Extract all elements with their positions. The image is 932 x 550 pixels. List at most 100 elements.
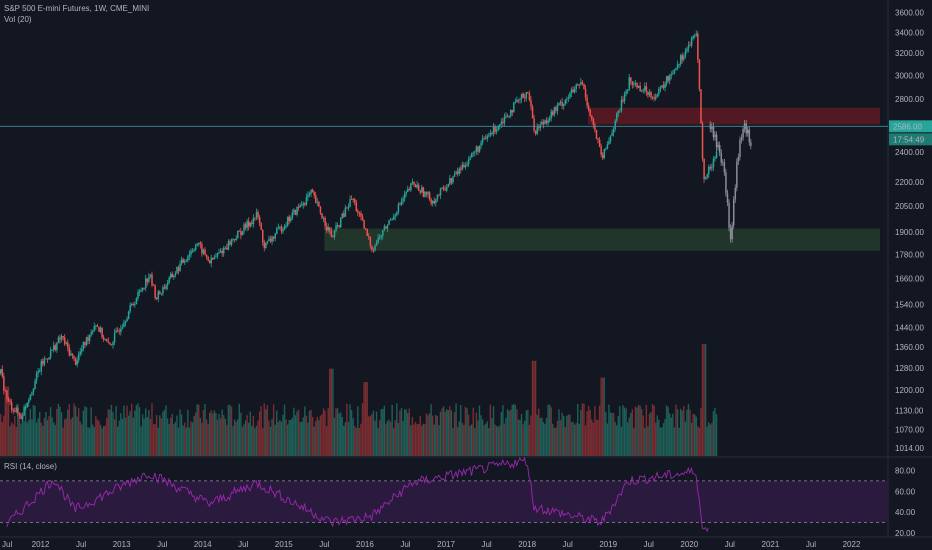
volume-bar [435, 414, 437, 456]
candle-body [252, 217, 255, 225]
candle-body [486, 136, 489, 139]
volume-bar [636, 407, 638, 456]
last-price-label: 2586.00 [893, 122, 922, 131]
volume-bar [708, 422, 710, 456]
volume-bar [129, 411, 131, 456]
volume-bar [315, 421, 317, 456]
volume-bar [269, 426, 272, 456]
candle-body [344, 207, 347, 217]
candle-body [436, 194, 439, 200]
candle-body [567, 97, 570, 99]
candle-body [343, 213, 345, 217]
volume-bar [628, 417, 630, 456]
y-tick-label: 1440.00 [895, 323, 924, 332]
volume-bar [416, 424, 418, 456]
candle-body [70, 353, 72, 356]
candle-body [645, 86, 648, 92]
candle-body [263, 242, 266, 249]
candle-body [169, 273, 172, 278]
volume-bar [254, 428, 256, 456]
candle-body [697, 33, 699, 60]
candle-body [57, 337, 60, 343]
volume-bar [57, 403, 60, 456]
candle-body [113, 332, 116, 343]
candle-body [637, 85, 640, 88]
candle-body [450, 178, 453, 183]
candle-body [386, 224, 389, 229]
candle-body [269, 238, 272, 242]
volume-bar [31, 419, 33, 456]
candle-body [558, 103, 560, 105]
candle-body [686, 48, 688, 52]
candle-body [190, 250, 192, 255]
volume-bar [591, 419, 593, 456]
candle-body [676, 64, 679, 68]
volume-bar [475, 412, 478, 456]
candle-body [460, 168, 462, 170]
x-tick-label: Jul [806, 540, 816, 549]
candle-body [502, 121, 504, 124]
volume-bar [486, 421, 488, 456]
candle-body [514, 102, 517, 104]
volume-bar [711, 423, 713, 456]
candle-body [96, 325, 99, 327]
volume-bar [137, 403, 139, 456]
volume-bar [695, 416, 697, 456]
candle-body [470, 153, 473, 158]
volume-bar [9, 426, 11, 456]
volume-bar [458, 421, 460, 456]
volume-bar [548, 404, 551, 456]
volume-bar [216, 419, 219, 456]
volume-bar [23, 421, 25, 456]
candle-body [564, 99, 567, 104]
volume-bar [500, 412, 503, 456]
volume-bar [173, 424, 175, 456]
candle-body [534, 130, 537, 134]
volume-bar [619, 406, 621, 456]
candle-body [42, 360, 44, 365]
volume-bar [70, 419, 72, 456]
x-tick-label: 2019 [599, 540, 617, 549]
volume-bar [375, 411, 378, 456]
candle-body [422, 187, 425, 197]
volume-bar [232, 426, 234, 456]
candle-body [634, 82, 637, 84]
candle-body [6, 390, 8, 400]
candle-body [143, 287, 145, 289]
volume-bar [536, 414, 538, 456]
candle-body [53, 345, 55, 350]
candle-body [355, 202, 358, 211]
volume-bar [439, 411, 442, 456]
volume-bar [664, 419, 666, 456]
candle-body [235, 238, 237, 240]
volume-bar [17, 403, 19, 456]
volume-bar [528, 424, 531, 456]
candle-body [84, 342, 86, 346]
candle-body [430, 199, 432, 204]
candle-body [210, 257, 213, 264]
candle-body [655, 96, 657, 99]
candle-body [520, 93, 523, 100]
volume-bar [414, 421, 417, 456]
projection-body [742, 128, 744, 138]
candle-body [79, 351, 82, 355]
candle-body [74, 358, 77, 365]
volume-bar [466, 408, 468, 456]
x-tick-label: Jul [238, 540, 248, 549]
volume-bar [154, 424, 156, 456]
volume-bar [662, 423, 665, 456]
volume-bar [224, 418, 226, 456]
volume-bar [605, 411, 607, 456]
volume-bar [193, 415, 195, 456]
volume-bar [141, 414, 144, 456]
candle-body [708, 166, 710, 175]
volume-bar [372, 410, 375, 456]
x-tick-label: Jul [563, 540, 573, 549]
volume-bar [252, 416, 255, 456]
candle-body [37, 371, 39, 374]
candle-body [241, 231, 244, 236]
candle-body [364, 228, 367, 229]
candle-body [204, 249, 206, 255]
